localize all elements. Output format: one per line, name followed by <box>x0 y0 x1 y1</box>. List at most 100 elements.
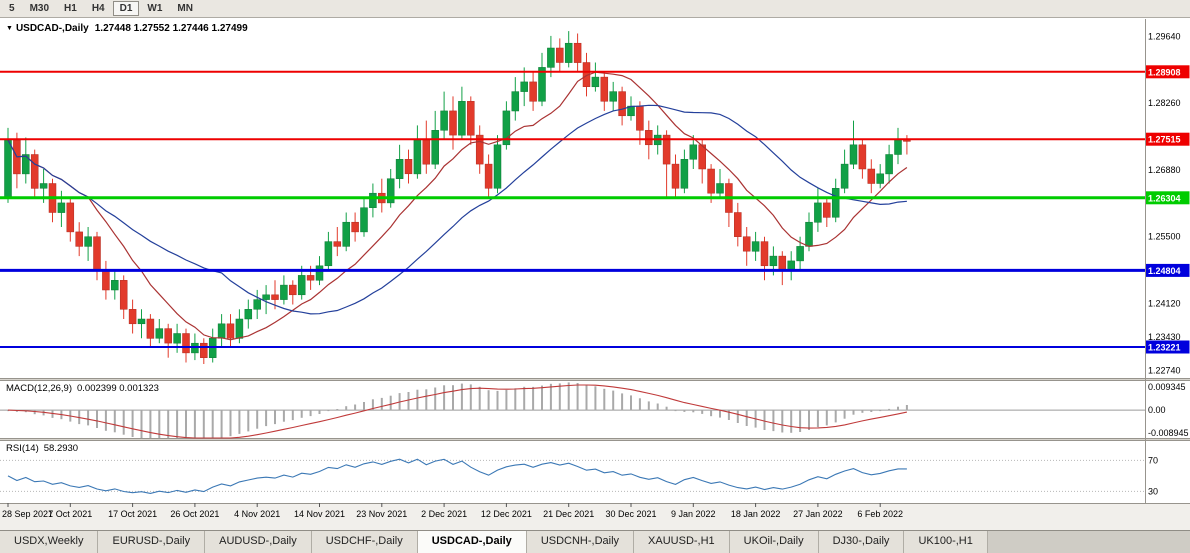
svg-text:18 Jan 2022: 18 Jan 2022 <box>731 509 781 519</box>
price-level-badge-1.24804: 1.24804 <box>1145 263 1190 277</box>
svg-text:1.24120: 1.24120 <box>1148 298 1181 308</box>
timeframe-button-W1[interactable]: W1 <box>140 1 169 16</box>
candle <box>831 178 840 223</box>
candle <box>538 52 546 107</box>
tab-audusd-daily[interactable]: AUDUSD-,Daily <box>205 531 312 553</box>
candle <box>146 314 155 348</box>
candle <box>556 38 564 73</box>
symbol-tab-bar: USDX,Weekly EURUSD-,Daily AUDUSD-,Daily USD… <box>0 530 1190 553</box>
svg-text:14 Nov 2021: 14 Nov 2021 <box>294 509 345 519</box>
price-level-badge-1.27515: 1.27515 <box>1145 132 1190 146</box>
candle <box>128 299 137 334</box>
candle <box>22 137 30 184</box>
candle <box>449 96 457 150</box>
candle <box>351 212 359 242</box>
svg-text:1.23430: 1.23430 <box>1148 332 1181 342</box>
timeframe-button-MN[interactable]: MN <box>170 1 200 16</box>
macd-histogram <box>7 382 908 438</box>
candle <box>662 130 671 198</box>
candle <box>342 212 350 252</box>
svg-text:1.29640: 1.29640 <box>1148 31 1181 41</box>
price-axis-labels: 1.29640 1.28260 1.26880 1.25500 1.24120 1.234… <box>1148 31 1181 375</box>
candle <box>280 275 288 305</box>
svg-text:23 Nov 2021: 23 Nov 2021 <box>356 509 407 519</box>
tab-uk100-h1[interactable]: UK100-,H1 <box>904 531 988 553</box>
candle <box>30 149 39 198</box>
candle <box>200 338 208 364</box>
candle <box>814 188 822 232</box>
candle <box>823 198 831 227</box>
candle <box>867 159 876 194</box>
tab-usdx-weekly[interactable]: USDX,Weekly <box>0 531 99 553</box>
timeframe-button-5[interactable]: 5 <box>2 1 22 16</box>
svg-text:30 Dec 2021: 30 Dec 2021 <box>605 509 656 519</box>
candle <box>289 280 297 305</box>
timeframe-toolbar: 5 M30 H1 H4 D1 W1 MN <box>0 0 1190 18</box>
tab-dj30-daily[interactable]: DJ30-,Daily <box>818 531 905 553</box>
candle <box>698 140 706 184</box>
timeframe-button-M30[interactable]: M30 <box>23 1 56 16</box>
candle <box>600 72 609 111</box>
timeframe-button-H1[interactable]: H1 <box>57 1 84 16</box>
candle <box>324 231 333 271</box>
svg-text:17 Oct 2021: 17 Oct 2021 <box>108 509 157 519</box>
timeframe-button-H4[interactable]: H4 <box>85 1 112 16</box>
candle <box>404 149 413 184</box>
candle <box>876 164 884 189</box>
candle <box>182 328 190 363</box>
candle <box>751 231 760 261</box>
candle <box>689 135 698 169</box>
tab-eurusd-daily[interactable]: EURUSD-,Daily <box>98 531 206 553</box>
collapse-arrow-icon[interactable]: ▼ <box>6 25 13 32</box>
svg-text:7 Oct 2021: 7 Oct 2021 <box>48 509 92 519</box>
tab-xauusd-h1[interactable]: XAUUSD-,H1 <box>634 531 730 553</box>
pane-separator[interactable] <box>0 378 1190 381</box>
candle <box>458 86 466 140</box>
candle <box>395 144 404 189</box>
chart-canvas[interactable]: 1.29640 1.28260 1.26880 1.25500 1.24120 1.234… <box>0 19 1190 530</box>
candle <box>119 275 128 319</box>
svg-text:26 Oct 2021: 26 Oct 2021 <box>170 509 219 519</box>
rsi-axis-labels: 70 30 <box>1148 455 1158 496</box>
svg-text:28 Sep 2021: 28 Sep 2021 <box>2 509 53 519</box>
chart-symbol-title: ▼ USDCAD-,Daily 1.27448 1.27552 1.27446 1.… <box>6 23 248 34</box>
svg-text:30: 30 <box>1148 486 1158 496</box>
tab-usdchf-daily[interactable]: USDCHF-,Daily <box>311 531 418 553</box>
candle <box>520 67 528 107</box>
candle <box>671 154 680 198</box>
macd-values: 0.002399 0.001323 <box>77 383 159 394</box>
svg-text:1.28260: 1.28260 <box>1148 98 1181 108</box>
price-level-badge-1.28908: 1.28908 <box>1145 65 1190 79</box>
svg-text:0.00: 0.00 <box>1148 405 1166 415</box>
candle <box>253 289 261 319</box>
candle <box>467 96 475 145</box>
candle <box>564 31 573 68</box>
svg-text:1.25500: 1.25500 <box>1148 232 1181 242</box>
candle <box>511 77 520 121</box>
tab-usdcad-daily[interactable]: USDCAD-,Daily <box>417 531 527 553</box>
svg-text:-0.008945: -0.008945 <box>1148 428 1189 438</box>
candle <box>155 319 164 344</box>
svg-text:70: 70 <box>1148 455 1158 465</box>
tab-usdcnh-daily[interactable]: USDCNH-,Daily <box>526 531 635 553</box>
svg-text:1.27515: 1.27515 <box>1148 135 1181 145</box>
candle <box>244 299 253 329</box>
timeframe-button-D1[interactable]: D1 <box>112 1 140 16</box>
pane-separator[interactable] <box>0 438 1190 441</box>
svg-text:21 Dec 2021: 21 Dec 2021 <box>543 509 594 519</box>
ohlc-readout: 1.27448 1.27552 1.27446 1.27499 <box>94 23 248 34</box>
rsi-indicator-label: RSI(14) 58.2930 <box>6 443 78 454</box>
svg-text:1.24804: 1.24804 <box>1148 266 1181 276</box>
candle <box>858 140 867 179</box>
svg-text:27 Jan 2022: 27 Jan 2022 <box>793 509 843 519</box>
candle <box>271 280 279 310</box>
ma-slow-line[interactable] <box>7 104 907 315</box>
candle <box>840 149 849 194</box>
tab-ukoil-daily[interactable]: UKOil-,Daily <box>729 531 819 553</box>
svg-text:1.26304: 1.26304 <box>1148 193 1181 203</box>
candle <box>609 81 617 111</box>
candle <box>760 236 769 281</box>
price-level-badge-1.23221: 1.23221 <box>1145 340 1190 354</box>
candle <box>75 222 83 257</box>
